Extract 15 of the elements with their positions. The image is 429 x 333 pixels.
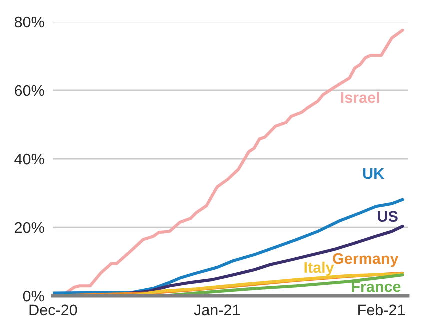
series-label: UK — [363, 168, 384, 180]
series-label: France — [352, 282, 401, 292]
series-label: Italy — [304, 262, 334, 276]
x-tick-label: Feb-21 — [358, 304, 405, 316]
y-tick-label: 80% — [14, 16, 44, 28]
series-label: Germany — [333, 253, 399, 268]
x-tick-label: Jan-21 — [194, 304, 240, 316]
series-label: Israel — [341, 92, 380, 104]
y-tick-label: 40% — [14, 154, 44, 165]
y-tick-label: 20% — [15, 222, 44, 234]
line-series — [53, 198, 404, 295]
y-tick-label: 0% — [23, 290, 44, 302]
y-tick-label: 60% — [15, 85, 44, 96]
x-tick-label: Dec-20 — [30, 304, 78, 316]
series-label: US — [378, 211, 398, 222]
